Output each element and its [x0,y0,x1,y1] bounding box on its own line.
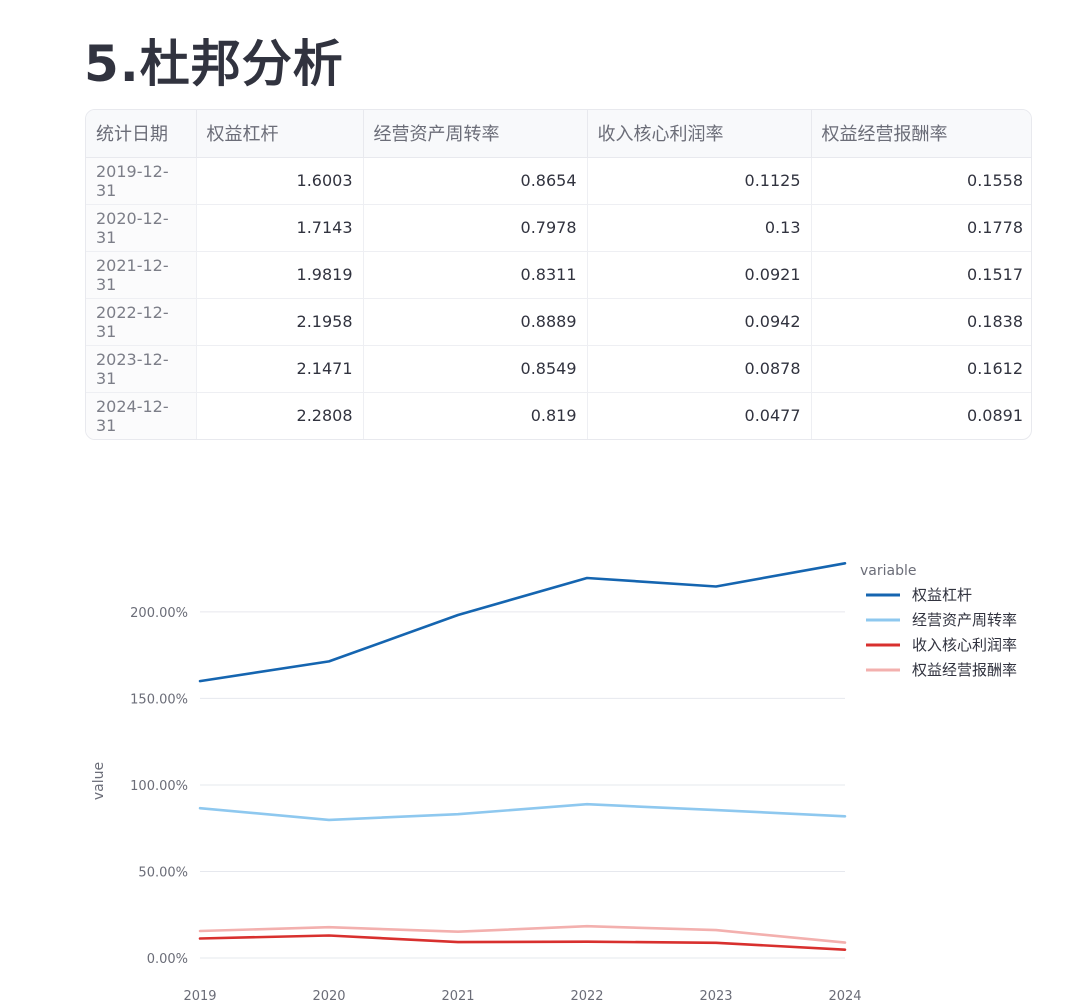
legend-item-label[interactable]: 经营资产周转率 [912,611,1017,629]
table-cell-date[interactable]: 2024-12-31 [86,392,197,439]
data-point[interactable] [839,810,851,822]
data-point[interactable] [194,802,206,814]
table-cell-date[interactable]: 2023-12-31 [86,345,197,393]
data-point[interactable] [452,609,464,621]
table-cell[interactable]: 0.0921 [587,251,812,299]
data-point[interactable] [581,920,593,932]
series-line-1[interactable] [198,561,847,683]
table-cell[interactable]: 1.9819 [196,251,364,299]
table-cell[interactable]: 2.1471 [196,345,364,393]
column-header-asset-turnover[interactable]: 经营资产周转率 [363,110,588,158]
column-header-core-margin[interactable]: 收入核心利润率 [587,110,812,158]
table-cell[interactable]: 1.6003 [196,157,364,205]
data-point[interactable] [839,937,851,949]
table-cell[interactable]: 2.1958 [196,298,364,346]
data-table-container[interactable]: 统计日期 权益杠杆 经营资产周转率 收入核心利润率 权益经营报酬率 2019-1… [85,109,1032,440]
table-cell-date[interactable]: 2020-12-31 [86,204,197,252]
x-tick-label: 2023 [699,989,732,1004]
table-row: 2021-12-31 1.9819 0.8311 0.0921 0.1517 [86,251,1031,299]
x-tick-label: 2019 [183,989,216,1004]
table-header-row: 统计日期 权益杠杆 经营资产周转率 收入核心利润率 权益经营报酬率 [86,110,1031,158]
y-tick-label: 100.00% [130,779,188,794]
table-cell[interactable]: 0.1125 [587,157,812,205]
x-tick-label: 2020 [312,989,345,1004]
line-chart[interactable]: 0.00% 50.00% 100.00% 150.00% 200.00% 2019 2020… [0,540,1080,1008]
x-tick-label: 2022 [570,989,603,1004]
table-cell[interactable]: 0.1558 [811,157,1031,205]
data-point[interactable] [452,936,464,948]
table-cell[interactable]: 0.1612 [811,345,1031,393]
table-row: 2020-12-31 1.7143 0.7978 0.13 0.1778 [86,204,1031,252]
table-cell[interactable]: 0.0878 [587,345,812,393]
series-line-3[interactable] [198,934,847,952]
table-cell[interactable]: 0.0891 [967,406,1023,426]
table-cell[interactable]: 0.8549 [363,345,588,393]
column-header-equity-return[interactable]: 权益经营报酬率 [811,110,1031,158]
legend-item-label[interactable]: 权益经营报酬率 [912,661,1017,679]
table-cell-date[interactable]: 2021-12-31 [86,251,197,299]
table-row: 2024-12-31 2.2808 0.819 0.0477 0.0891 [86,392,1031,439]
y-axis-title: value [91,762,107,800]
y-tick-label: 200.00% [130,606,188,621]
table-cell[interactable]: 0.8889 [363,298,588,346]
table-cell-date[interactable]: 2019-12-31 [86,157,197,205]
table-cell[interactable]: 0.1838 [811,298,1031,346]
data-point[interactable] [452,808,464,820]
column-header-equity-leverage[interactable]: 权益杠杆 [196,110,364,158]
data-point[interactable] [710,804,722,816]
data-point[interactable] [323,921,335,933]
table-cell[interactable]: 0.8311 [363,251,588,299]
table-cell[interactable]: 0.0477 [587,392,812,439]
series-line-2[interactable] [198,802,847,822]
table-cell[interactable]: 0.1517 [811,251,1031,299]
data-point[interactable] [839,557,851,569]
table-cell[interactable]: 0.0942 [587,298,812,346]
y-tick-label: 150.00% [130,692,188,707]
data-point[interactable] [581,936,593,948]
table-row: 2022-12-31 2.1958 0.8889 0.0942 0.1838 [86,298,1031,346]
data-point[interactable] [323,814,335,826]
table-cell[interactable]: 1.7143 [196,204,364,252]
legend-item-label[interactable]: 收入核心利润率 [912,636,1017,654]
table-row: 2019-12-31 1.6003 0.8654 0.1125 0.1558 [86,157,1031,205]
table-cell[interactable]: 0.8654 [363,157,588,205]
table-cell[interactable]: 2.2808 [196,392,364,439]
page-title: 5.杜邦分析 [84,35,344,93]
x-tick-label: 2021 [441,989,474,1004]
data-point[interactable] [710,580,722,592]
series-line-4[interactable] [198,924,847,944]
table-cell-date[interactable]: 2022-12-31 [86,298,197,346]
data-point[interactable] [452,926,464,938]
dupont-table: 统计日期 权益杠杆 经营资产周转率 收入核心利润率 权益经营报酬率 2019-1… [86,110,1031,439]
legend-title: variable [860,563,916,579]
table-cell[interactable]: 0.819 [363,392,588,439]
data-point[interactable] [323,655,335,667]
data-point[interactable] [194,925,206,937]
table-cell[interactable]: 0.7978 [363,204,588,252]
data-point[interactable] [581,572,593,584]
table-row: 2023-12-31 2.1471 0.8549 0.0878 0.1612 [86,345,1031,393]
x-tick-label: 2024 [828,989,861,1004]
data-point[interactable] [194,675,206,687]
table-cell[interactable]: 0.13 [587,204,812,252]
y-tick-label: 0.00% [147,952,188,967]
legend-item-label[interactable]: 权益杠杆 [912,586,972,604]
y-tick-label: 50.00% [138,865,188,880]
data-point[interactable] [710,924,722,936]
table-cell[interactable]: 0.1778 [811,204,1031,252]
data-point[interactable] [581,798,593,810]
column-header-date[interactable]: 统计日期 [86,110,197,158]
data-point[interactable] [710,937,722,949]
